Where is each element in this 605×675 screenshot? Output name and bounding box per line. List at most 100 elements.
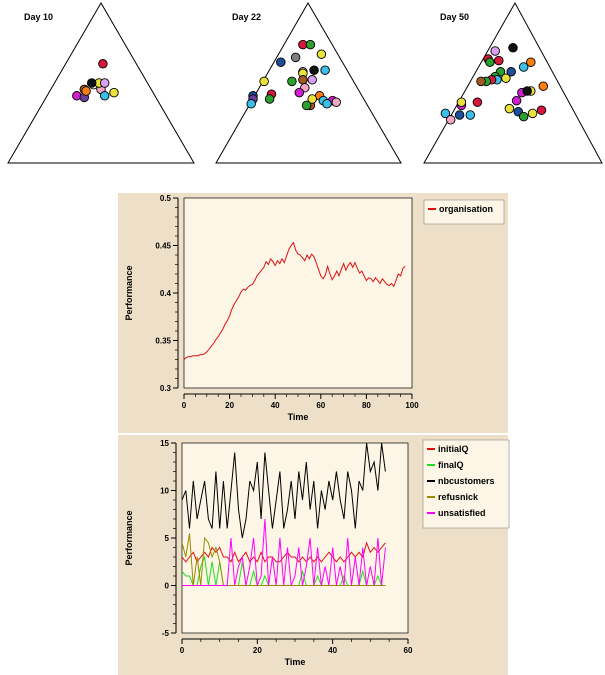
x-tick-label: 0 — [180, 646, 185, 655]
series-line-unsatisfied — [182, 518, 386, 586]
x-tick-label: 80 — [362, 401, 371, 410]
ternary-point — [454, 110, 465, 120]
axes: -5 0 5 10 15 0 20 40 60 — [160, 439, 413, 655]
ternary-point — [494, 55, 504, 66]
x-tick-label: 0 — [182, 401, 187, 410]
ternary-title: Day 10 — [24, 12, 53, 22]
legend: initialQ finalQ nbcustomers refusnick unsati… — [422, 439, 510, 529]
ternary-point — [536, 105, 547, 115]
ternary-title: Day 50 — [440, 12, 469, 22]
ternary-point — [490, 46, 500, 56]
ternary-plot-day-22: Day 22 — [215, 2, 402, 164]
ternary-point — [476, 76, 486, 87]
ternary-point — [307, 75, 317, 85]
series-lines — [181, 442, 386, 586]
ternary-point — [506, 67, 516, 77]
ternary-points — [440, 43, 549, 125]
x-tick-label: 20 — [253, 646, 262, 655]
x-tick-label: 20 — [225, 401, 234, 410]
ternary-point — [305, 39, 316, 50]
ternary-point — [246, 99, 256, 109]
x-tick-label: 100 — [405, 401, 419, 410]
legend-label: finalQ — [438, 460, 464, 470]
series-lines — [183, 241, 406, 360]
ternary-point — [99, 78, 110, 88]
ternary-point — [331, 97, 342, 107]
ternary-point — [309, 65, 319, 75]
x-tick-label: 60 — [404, 646, 413, 655]
series-line-organisation — [183, 241, 406, 360]
ternary-point — [485, 57, 495, 67]
y-tick-label: 0.5 — [160, 194, 172, 203]
ternary-point — [290, 52, 301, 63]
ternary-point — [440, 108, 451, 119]
ternary-point — [307, 94, 317, 104]
ternary-point — [527, 108, 538, 119]
ternary-triangle — [7, 2, 195, 164]
ternary-point — [98, 59, 108, 69]
y-tick-label: 10 — [160, 487, 169, 496]
x-tick-label: 40 — [328, 646, 337, 655]
ternary-point — [81, 86, 91, 96]
plot-area — [183, 197, 413, 389]
x-tick-label: 60 — [316, 401, 325, 410]
ternary-point — [276, 57, 286, 67]
ternary-triangle — [423, 1, 603, 164]
y-tick-label: -5 — [162, 629, 170, 638]
ternary-point — [456, 97, 467, 107]
y-tick-label: 0.45 — [155, 242, 171, 251]
legend-box — [422, 439, 510, 529]
ternary-points — [246, 39, 342, 111]
y-tick-label: 0.4 — [160, 289, 172, 298]
legend-label: organisation — [439, 204, 493, 214]
ternary-point — [518, 111, 529, 122]
ternary-point — [504, 103, 515, 114]
legend-label: initialQ — [438, 444, 469, 454]
ternary-point — [501, 73, 511, 83]
y-axis-label: Performance — [124, 510, 134, 565]
ternary-point — [99, 91, 110, 101]
ternary-point — [259, 76, 269, 87]
ternary-title: Day 22 — [232, 12, 261, 22]
x-tick-label: 40 — [271, 401, 280, 410]
x-axis-label: Time — [288, 412, 309, 422]
ternary-triangle — [215, 2, 402, 164]
legend: organisation — [423, 199, 505, 225]
ternary-point — [511, 95, 522, 106]
ternary-point — [526, 57, 536, 67]
y-axis-label: Performance — [124, 265, 134, 320]
series-line-nbcustomers — [181, 442, 386, 539]
ternary-point — [301, 100, 312, 111]
ternary-point — [316, 49, 327, 59]
ternary-plot-day-10: Day 10 — [7, 2, 195, 164]
ternary-point — [264, 94, 275, 104]
legend-label: nbcustomers — [438, 476, 495, 486]
ternary-point — [109, 87, 119, 98]
ternary-plot-day-50: Day 50 — [423, 1, 603, 164]
ternary-point — [518, 62, 529, 72]
y-tick-label: 0.35 — [155, 337, 171, 346]
legend-box — [423, 199, 505, 225]
y-tick-label: 0.3 — [160, 384, 172, 393]
axes: 0.3 0.35 0.4 0.45 0.5 0 20 40 60 80 100 — [155, 194, 419, 410]
ternary-points — [72, 59, 119, 103]
organisation-performance-chart: 0.3 0.35 0.4 0.45 0.5 0 20 40 60 80 100 Time Perfo… — [118, 193, 508, 433]
customer-performance-chart: -5 0 5 10 15 0 20 40 60 Time Performance initial… — [118, 435, 510, 675]
y-tick-label: 5 — [165, 534, 170, 543]
ternary-point — [322, 99, 332, 109]
ternary-point — [294, 87, 305, 98]
series-line-initialQ — [181, 541, 386, 563]
y-tick-label: 15 — [160, 439, 169, 448]
ternary-point — [320, 65, 330, 75]
ternary-point — [445, 115, 456, 125]
ternary-point — [298, 75, 308, 85]
ternary-point — [508, 43, 518, 53]
plot-area — [181, 442, 409, 634]
ternary-point — [465, 110, 476, 120]
y-tick-label: 0 — [165, 582, 170, 591]
ternary-point — [522, 86, 532, 96]
x-axis-label: Time — [285, 657, 306, 667]
ternary-point — [538, 81, 549, 91]
ternary-point — [86, 78, 97, 88]
